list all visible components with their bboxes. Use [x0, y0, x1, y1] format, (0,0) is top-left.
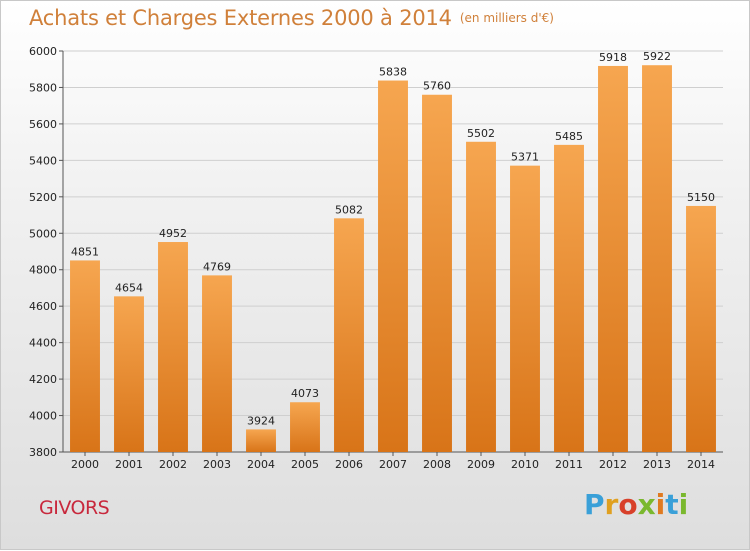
chart-title-text: Achats et Charges Externes 2000 à 2014 [29, 6, 452, 30]
x-tick-label-2008: 2008 [423, 458, 451, 471]
x-tick-label-2006: 2006 [335, 458, 363, 471]
value-label-2011: 5485 [555, 130, 583, 143]
bar-2000 [70, 260, 100, 452]
logo-letter: i [655, 488, 666, 521]
x-tick-label-2014: 2014 [687, 458, 715, 471]
value-label-2002: 4952 [159, 227, 187, 240]
chart-unit: (en milliers d'€) [459, 11, 554, 25]
x-tick-label-2011: 2011 [555, 458, 583, 471]
value-label-2013: 5922 [643, 50, 671, 63]
bar-2014 [686, 205, 716, 452]
x-tick-label-2013: 2013 [643, 458, 671, 471]
logo-letter: i [678, 488, 689, 521]
bar-2002 [158, 242, 188, 452]
bar-2005 [290, 402, 320, 452]
value-label-2005: 4073 [291, 387, 319, 400]
x-tick-label-2002: 2002 [159, 458, 187, 471]
x-tick-label-2001: 2001 [115, 458, 143, 471]
proxiti-logo: Proxiti [584, 488, 688, 521]
y-tick-label: 5400 [29, 154, 57, 167]
bar-2004 [246, 429, 276, 452]
value-label-2001: 4654 [115, 281, 143, 294]
value-label-2008: 5760 [423, 80, 451, 93]
logo-letter: t [665, 488, 679, 521]
y-tick-label: 3800 [29, 446, 57, 459]
labels: 3800 4000 4200 4400 4600 4800 5000 5200 5400 5600… [29, 45, 715, 471]
y-tick-label: 5200 [29, 191, 57, 204]
value-label-2007: 5838 [379, 66, 407, 79]
value-label-2000: 4851 [71, 245, 99, 258]
logo-letter: P [584, 488, 605, 521]
y-tick-label: 4400 [29, 337, 57, 350]
bar-2009 [466, 141, 496, 452]
y-tick-label: 4200 [29, 373, 57, 386]
y-tick-label: 5800 [29, 81, 57, 94]
bar-2003 [202, 275, 232, 452]
bar-2008 [422, 94, 452, 452]
bars [70, 65, 716, 453]
y-tick-label: 5600 [29, 118, 57, 131]
logo-letter: x [637, 488, 656, 521]
logo-letter: r [604, 488, 619, 521]
y-tick-label: 4600 [29, 300, 57, 313]
x-tick-label-2010: 2010 [511, 458, 539, 471]
x-tick-label-2009: 2009 [467, 458, 495, 471]
value-label-2014: 5150 [687, 191, 715, 204]
y-tick-label: 4800 [29, 264, 57, 277]
city-name: GIVORS [39, 497, 110, 519]
chart-title: Achats et Charges Externes 2000 à 2014 (e… [29, 6, 554, 30]
x-tick-label-2012: 2012 [599, 458, 627, 471]
value-label-2003: 4769 [203, 260, 231, 273]
value-label-2012: 5918 [599, 51, 627, 64]
bar-2012 [598, 65, 628, 453]
y-tick-label: 6000 [29, 45, 57, 58]
bar-2007 [378, 80, 408, 452]
x-tick-label-2005: 2005 [291, 458, 319, 471]
x-tick-label-2004: 2004 [247, 458, 275, 471]
value-label-2009: 5502 [467, 127, 495, 140]
y-tick-label: 4000 [29, 410, 57, 423]
bar-2001 [114, 296, 144, 452]
value-label-2004: 3924 [247, 414, 275, 427]
bar-2010 [510, 165, 540, 453]
x-tick-label-2000: 2000 [71, 458, 99, 471]
bar-2006 [334, 218, 364, 452]
value-label-2006: 5082 [335, 203, 363, 216]
y-tick-label: 5000 [29, 227, 57, 240]
bar-2011 [554, 144, 584, 452]
logo-letter: o [618, 488, 638, 521]
x-tick-label-2003: 2003 [203, 458, 231, 471]
x-tick-label-2007: 2007 [379, 458, 407, 471]
bar-2013 [642, 65, 672, 452]
value-label-2010: 5371 [511, 151, 539, 164]
